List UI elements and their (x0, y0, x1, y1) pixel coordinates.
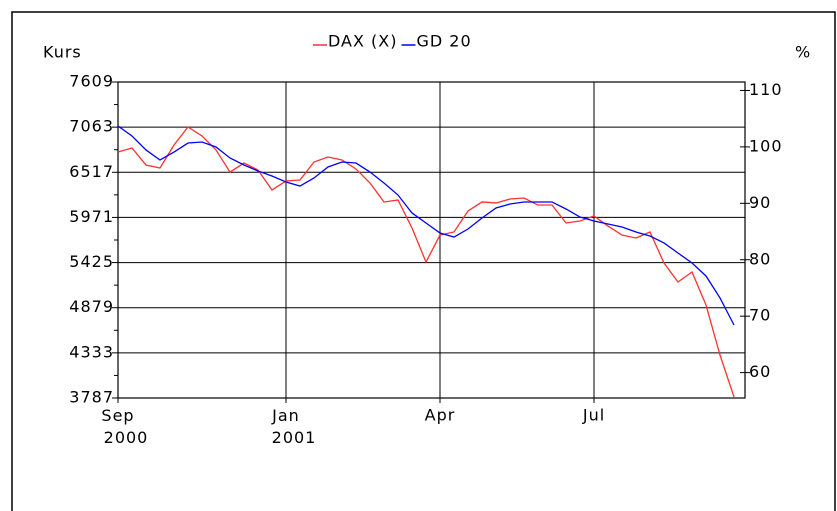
y2-tick-label: 70 (749, 306, 771, 325)
y2-tick-label: 110 (749, 80, 783, 99)
plot-area (117, 81, 746, 399)
y2-axis-label: % (795, 43, 811, 62)
y2-tick-label: 100 (749, 136, 783, 155)
series-line (117, 125, 735, 326)
y-tick-label: 5971 (69, 207, 114, 226)
legend: DAX (X) GD 20 (313, 32, 471, 51)
y2-tick-label: 80 (749, 249, 771, 268)
y2-tick-label: 60 (749, 362, 771, 381)
x-tick-label: Sep 2000 (101, 406, 148, 447)
y-tick-label: 4333 (69, 342, 114, 361)
y-tick-label: 6517 (69, 162, 114, 181)
x-tick-label: Jul (582, 406, 605, 425)
x-tick-label: Jan 2001 (271, 406, 316, 447)
y-tick-label: 7609 (69, 72, 114, 91)
y2-tick-label: 90 (749, 193, 771, 212)
y-tick-label: 5425 (69, 252, 114, 271)
x-tick-label: Apr (425, 406, 456, 425)
y-tick-label: 7063 (69, 117, 114, 136)
legend-label: GD 20 (416, 32, 471, 51)
frame (11, 11, 836, 511)
series-line (117, 126, 735, 398)
y-tick-label: 3787 (69, 388, 114, 407)
y-axis-label: Kurs (43, 43, 82, 62)
legend-label: DAX (X) (328, 32, 397, 51)
y-tick-label: 4879 (69, 297, 114, 316)
